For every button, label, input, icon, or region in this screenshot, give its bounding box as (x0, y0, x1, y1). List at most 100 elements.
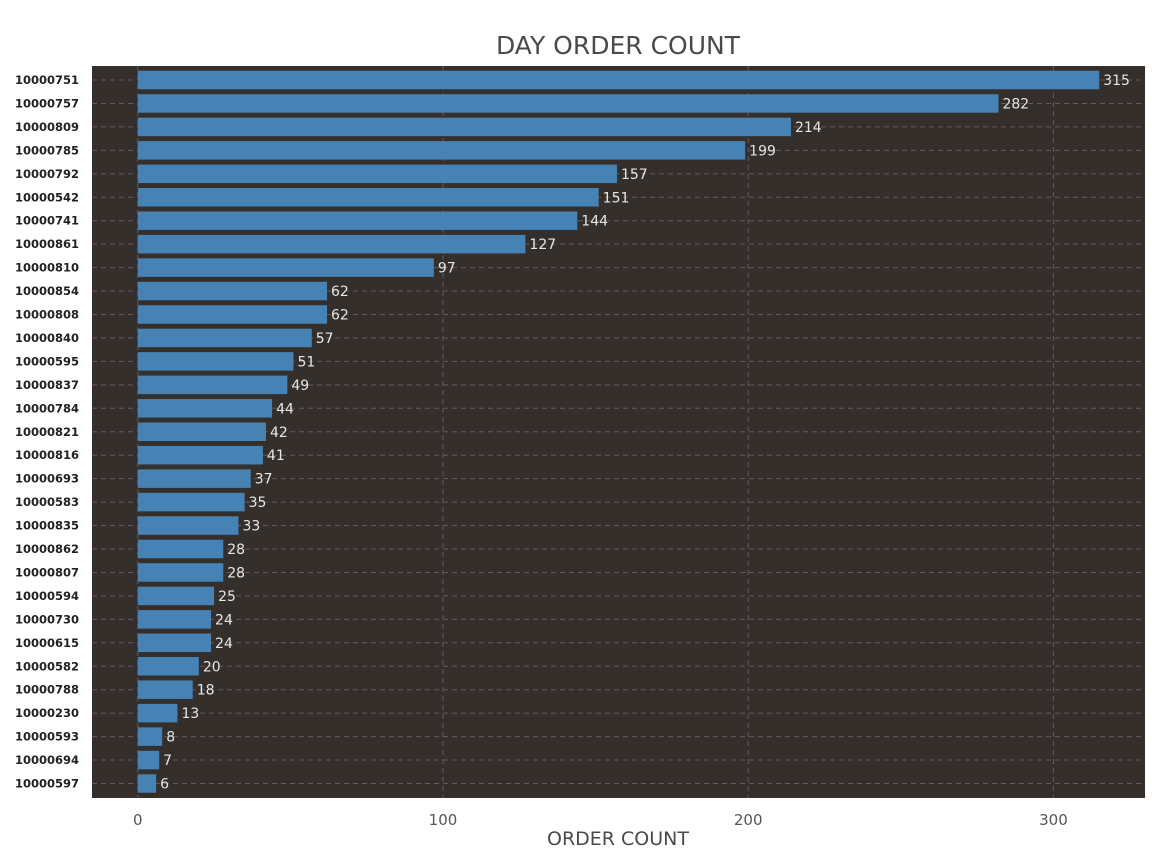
data-label: 49 (291, 378, 309, 394)
y-tick-label: 10000862 (15, 542, 79, 556)
data-label: 51 (297, 354, 315, 370)
bar (137, 234, 526, 254)
bar (137, 305, 328, 324)
data-label: 199 (749, 143, 776, 159)
bar (137, 422, 266, 441)
bars (137, 70, 1100, 793)
value-labels: 3152822141991571511441279762625751494442… (160, 73, 1130, 793)
data-label: 8 (166, 730, 175, 746)
bar (137, 352, 294, 371)
y-tick-label: 10000693 (15, 472, 79, 486)
data-label: 28 (227, 542, 245, 558)
bar (137, 94, 999, 113)
bar (137, 657, 199, 676)
bar (137, 445, 263, 465)
bar (137, 141, 746, 160)
y-tick-label: 10000808 (15, 308, 79, 322)
bar (137, 610, 212, 629)
data-label: 25 (218, 589, 236, 605)
y-tick-label: 10000837 (15, 378, 79, 392)
x-tick-label: 0 (133, 811, 143, 829)
y-tick-label: 10000810 (15, 261, 79, 275)
data-label: 62 (331, 308, 349, 324)
x-tick-label: 200 (734, 811, 763, 829)
y-tick-label: 10000582 (15, 659, 79, 673)
bar (137, 586, 215, 606)
data-label: 28 (227, 565, 245, 581)
y-tick-label: 10000615 (15, 636, 79, 650)
y-tick-label: 10000597 (15, 777, 79, 791)
bar (137, 188, 599, 207)
data-label: 57 (316, 331, 334, 347)
y-tick-label: 10000542 (15, 190, 79, 204)
bar (137, 750, 160, 770)
y-tick-label: 10000809 (15, 120, 79, 134)
data-label: 18 (197, 683, 215, 699)
y-tick-label: 10000741 (15, 214, 79, 228)
bar (137, 399, 273, 418)
bar (137, 117, 791, 137)
bar (137, 258, 434, 277)
y-axis-ticks: 10000751 10000757 10000809 10000785 10000792… (15, 73, 79, 791)
bar (137, 492, 245, 512)
bar (137, 281, 328, 301)
data-label: 157 (621, 167, 648, 183)
y-tick-label: 10000583 (15, 495, 79, 509)
data-label: 6 (160, 777, 169, 793)
bar (137, 328, 312, 348)
bar (137, 211, 578, 230)
bar (137, 703, 178, 723)
y-tick-label: 10000595 (15, 354, 79, 368)
y-tick-label: 10000788 (15, 683, 79, 697)
data-label: 13 (181, 706, 199, 722)
data-label: 7 (163, 753, 172, 769)
data-label: 315 (1103, 73, 1130, 89)
x-tick-label: 100 (429, 811, 458, 829)
y-tick-label: 10000854 (15, 284, 79, 298)
y-tick-label: 10000785 (15, 143, 79, 157)
data-label: 62 (331, 284, 349, 300)
bar (137, 516, 239, 535)
y-tick-label: 10000594 (15, 589, 79, 603)
chart-title: DAY ORDER COUNT (496, 31, 741, 60)
data-label: 151 (603, 190, 630, 206)
data-label: 20 (203, 659, 221, 675)
x-axis-title: ORDER COUNT (547, 828, 689, 850)
y-tick-label: 10000694 (15, 753, 79, 767)
y-tick-label: 10000840 (15, 331, 79, 345)
y-tick-label: 10000230 (15, 706, 79, 720)
bar (137, 774, 157, 793)
data-label: 97 (438, 261, 456, 277)
bar (137, 727, 163, 746)
data-label: 44 (276, 401, 294, 417)
y-tick-label: 10000807 (15, 565, 79, 579)
y-tick-label: 10000821 (15, 425, 79, 439)
y-tick-label: 10000784 (15, 401, 79, 415)
data-label: 35 (249, 495, 267, 511)
bar (137, 469, 251, 488)
data-label: 144 (581, 214, 608, 230)
x-axis-ticks: 0 100 200 300 (133, 811, 1068, 829)
data-label: 42 (270, 425, 288, 441)
y-tick-label: 10000816 (15, 448, 79, 462)
bar (137, 563, 224, 582)
data-label: 37 (255, 472, 273, 488)
data-label: 214 (795, 120, 822, 136)
bar (137, 539, 224, 559)
bar (137, 164, 617, 184)
bar (137, 70, 1100, 90)
data-label: 33 (243, 519, 261, 535)
y-tick-label: 10000757 (15, 96, 79, 110)
bar (137, 375, 288, 395)
y-tick-label: 10000593 (15, 730, 79, 744)
y-tick-label: 10000751 (15, 73, 79, 87)
y-tick-label: 10000861 (15, 237, 79, 251)
data-label: 41 (267, 448, 285, 464)
y-tick-label: 10000835 (15, 519, 79, 533)
data-label: 282 (1002, 96, 1029, 112)
data-label: 127 (529, 237, 556, 253)
bar (137, 680, 193, 699)
data-label: 24 (215, 612, 233, 628)
data-label: 24 (215, 636, 233, 652)
